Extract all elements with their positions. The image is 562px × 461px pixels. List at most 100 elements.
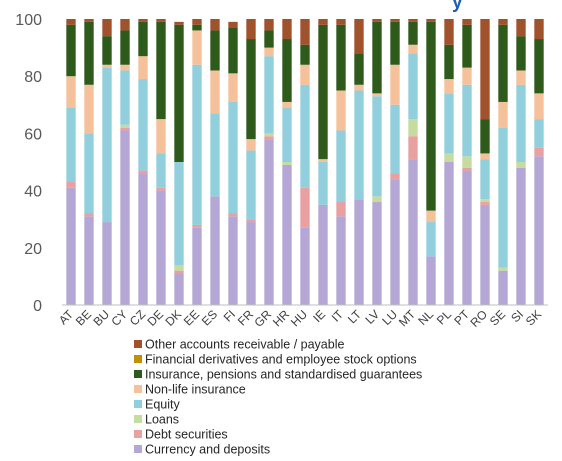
bar-group-NL xyxy=(426,19,436,305)
bar-group-LV xyxy=(372,19,382,305)
legend-label: Non-life insurance xyxy=(145,383,246,397)
bar-segment xyxy=(390,104,400,174)
bar-segment xyxy=(192,224,202,228)
bar-segment xyxy=(120,19,130,31)
y-tick-label: 0 xyxy=(33,298,42,315)
bar-segment xyxy=(372,19,382,22)
bar-segment xyxy=(462,156,472,168)
bar-segment xyxy=(444,79,454,94)
bar-segment xyxy=(498,127,508,268)
bar-segment xyxy=(480,202,490,205)
bar-segment xyxy=(516,36,526,71)
legend-label: Equity xyxy=(145,398,180,412)
legend-label: Currency and deposits xyxy=(145,443,270,457)
legend-swatch xyxy=(134,400,142,408)
legend-item: Insurance, pensions and standardised gua… xyxy=(134,368,422,382)
bar-segment xyxy=(336,19,346,25)
bar-segment xyxy=(354,53,364,85)
bar-segment xyxy=(246,150,256,220)
bar-segment xyxy=(336,90,346,131)
bar-group-SK xyxy=(534,19,544,305)
bar-segment xyxy=(318,162,328,205)
legend-swatch xyxy=(134,385,142,393)
legend-item: Non-life insurance xyxy=(134,383,246,397)
legend-swatch xyxy=(134,355,142,363)
bar-segment xyxy=(336,202,346,217)
bar-segment xyxy=(372,202,382,305)
bar-group-LU xyxy=(390,19,400,305)
bar-segment xyxy=(480,159,490,200)
bar-segment xyxy=(174,21,184,25)
bar-segment xyxy=(516,19,526,37)
bar-segment xyxy=(210,113,220,197)
bar-segment xyxy=(282,19,292,40)
bar-segment xyxy=(192,64,202,225)
bar-segment xyxy=(192,30,202,65)
bar-segment xyxy=(102,222,112,305)
bar-group-LT xyxy=(354,19,364,305)
bar-segment xyxy=(156,187,166,191)
bar-segment xyxy=(462,84,472,157)
bar-segment xyxy=(300,19,310,45)
bar-segment xyxy=(354,199,364,305)
bar-segment xyxy=(102,67,112,223)
plot-area xyxy=(66,19,544,305)
bar-segment xyxy=(444,19,454,45)
bar-segment xyxy=(228,101,238,214)
bar-segment xyxy=(102,36,112,65)
bar-segment xyxy=(408,53,418,120)
bar-segment xyxy=(138,79,148,171)
bar-segment xyxy=(300,227,310,305)
bar-segment xyxy=(444,93,454,154)
bar-segment xyxy=(336,24,346,91)
bar-segment xyxy=(498,270,508,305)
bar-segment xyxy=(390,64,400,105)
bar-segment xyxy=(84,19,94,22)
x-tick-label: HU xyxy=(288,307,310,329)
bar-segment xyxy=(390,21,400,65)
bar-group-PT xyxy=(462,19,472,305)
bar-segment xyxy=(480,19,490,120)
bar-segment xyxy=(372,93,382,97)
bar-segment xyxy=(516,70,526,85)
bar-segment xyxy=(462,167,472,171)
x-tick-label: SI xyxy=(508,307,526,325)
bar-segment xyxy=(66,182,76,188)
bar-group-DK xyxy=(174,21,184,305)
bar-segment xyxy=(282,39,292,102)
bar-segment xyxy=(390,19,400,22)
bar-segment xyxy=(534,156,544,305)
bar-segment xyxy=(282,107,292,162)
bar-segment xyxy=(264,136,274,140)
bar-group-IT xyxy=(336,19,346,305)
bar-segment xyxy=(174,162,184,265)
bar-segment xyxy=(318,19,328,25)
bar-segment xyxy=(264,19,274,31)
bar-segment xyxy=(156,190,166,305)
bar-segment xyxy=(462,67,472,85)
bar-segment xyxy=(408,136,418,160)
x-tick-label: FI xyxy=(221,307,238,324)
bar-segment xyxy=(498,24,508,102)
legend-swatch xyxy=(134,370,142,378)
bar-segment xyxy=(84,213,94,217)
bar-segment xyxy=(264,133,274,137)
bar-segment xyxy=(282,162,292,165)
bar-segment xyxy=(138,56,148,80)
bar-group-SI xyxy=(516,19,526,305)
x-tick-label: ES xyxy=(199,307,220,328)
bar-segment xyxy=(372,196,382,203)
legend: Other accounts receivable / payableFinan… xyxy=(134,338,422,457)
bar-segment xyxy=(462,170,472,305)
legend-label: Other accounts receivable / payable xyxy=(145,338,344,352)
bar-group-ES xyxy=(210,19,220,305)
legend-item: Other accounts receivable / payable xyxy=(134,338,344,352)
legend-label: Debt securities xyxy=(145,428,228,442)
bar-group-FI xyxy=(228,21,238,305)
bar-segment xyxy=(372,21,382,94)
bar-segment xyxy=(336,130,346,203)
bar-segment xyxy=(516,84,526,162)
bar-segment xyxy=(444,153,454,162)
bar-segment xyxy=(174,270,184,274)
bar-segment xyxy=(282,101,292,108)
